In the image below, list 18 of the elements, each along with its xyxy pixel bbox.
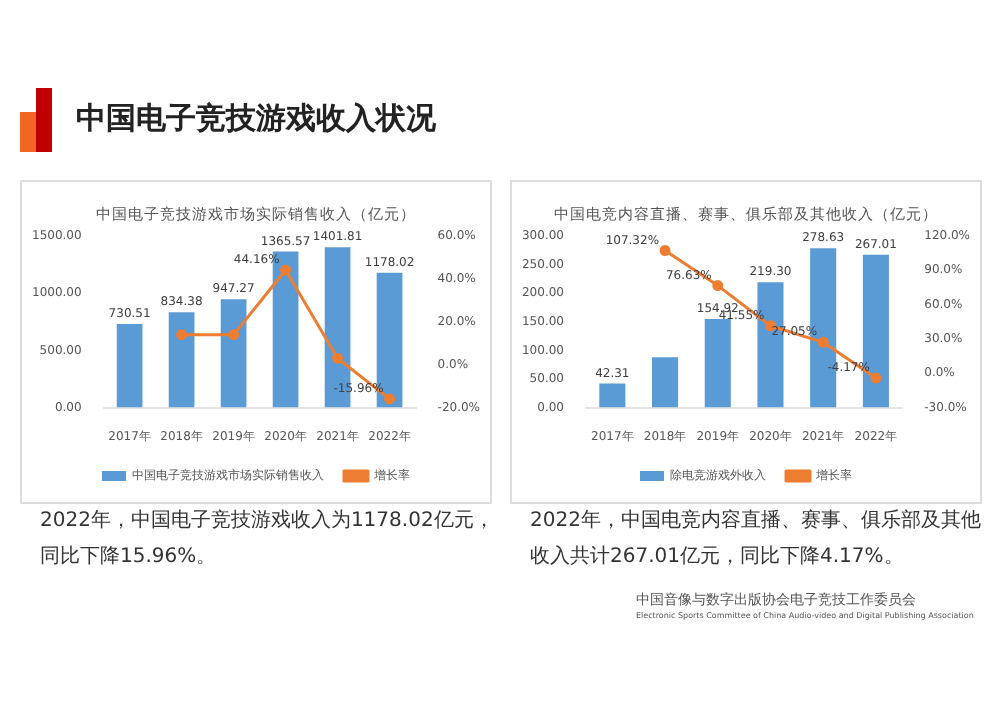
point	[817, 336, 829, 348]
bar	[599, 383, 626, 408]
point	[280, 264, 292, 276]
bar	[168, 312, 195, 408]
point	[712, 280, 724, 292]
bar	[116, 324, 143, 408]
bar	[704, 318, 731, 408]
point	[332, 352, 344, 364]
point	[870, 372, 882, 384]
point	[659, 245, 671, 257]
point	[228, 329, 240, 341]
text: 2022年，中国电竞内容直播、赛事、俱乐部及其他收入共计267.01亿元，同比下降4.17%。	[530, 507, 983, 572]
text: 中国电子竞技游戏收入状况	[76, 100, 436, 138]
bar	[220, 299, 247, 408]
point	[176, 329, 188, 341]
bar	[652, 357, 679, 408]
text: 2022年，中国电子竞技游戏收入为1178.02亿元，同比下降15.96%。	[40, 507, 496, 572]
point	[384, 393, 396, 405]
